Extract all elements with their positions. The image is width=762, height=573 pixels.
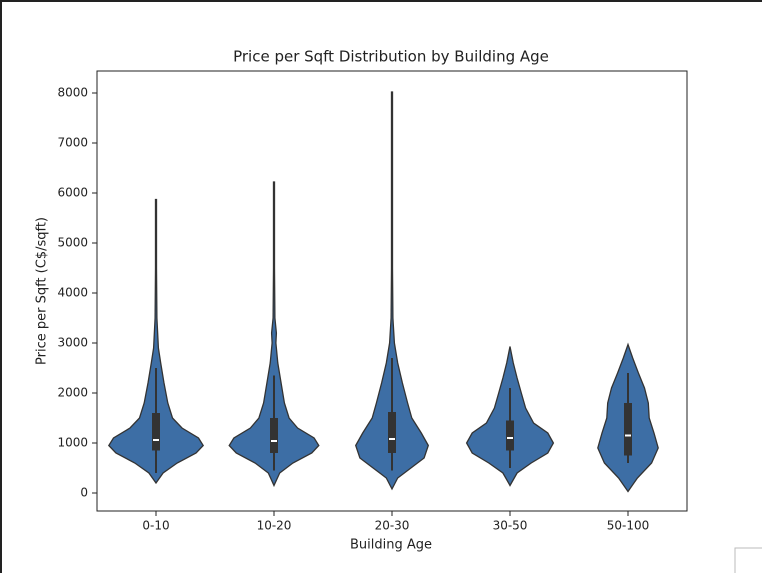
y-tick-label: 6000 — [57, 186, 88, 200]
x-tick-label: 10-20 — [257, 519, 292, 533]
y-tick-label: 1000 — [57, 436, 88, 450]
x-tick-label: 50-100 — [607, 519, 650, 533]
y-tick-label: 5000 — [57, 236, 88, 250]
x-tick-label: 20-30 — [375, 519, 410, 533]
y-axis-label: Price per Sqft (C$/sqft) — [35, 217, 50, 365]
y-tick-label: 3000 — [57, 336, 88, 350]
y-tick-label: 0 — [80, 486, 88, 500]
violin — [354, 91, 430, 491]
window-widget — [734, 547, 762, 573]
iqr-box — [388, 412, 396, 453]
violin — [228, 181, 320, 488]
iqr-box — [270, 418, 278, 453]
iqr-box — [506, 420, 514, 451]
y-tick-label: 8000 — [57, 86, 88, 100]
x-axis-label: Building Age — [350, 538, 432, 553]
violin — [107, 198, 205, 485]
iqr-box — [152, 413, 160, 451]
y-tick-label: 7000 — [57, 136, 88, 150]
chart-title: Price per Sqft Distribution by Building … — [233, 48, 549, 66]
x-tick-label: 30-50 — [493, 519, 528, 533]
iqr-box — [624, 403, 632, 456]
x-tick-label: 0-10 — [142, 519, 169, 533]
y-tick-label: 4000 — [57, 286, 88, 300]
y-tick-label: 2000 — [57, 386, 88, 400]
